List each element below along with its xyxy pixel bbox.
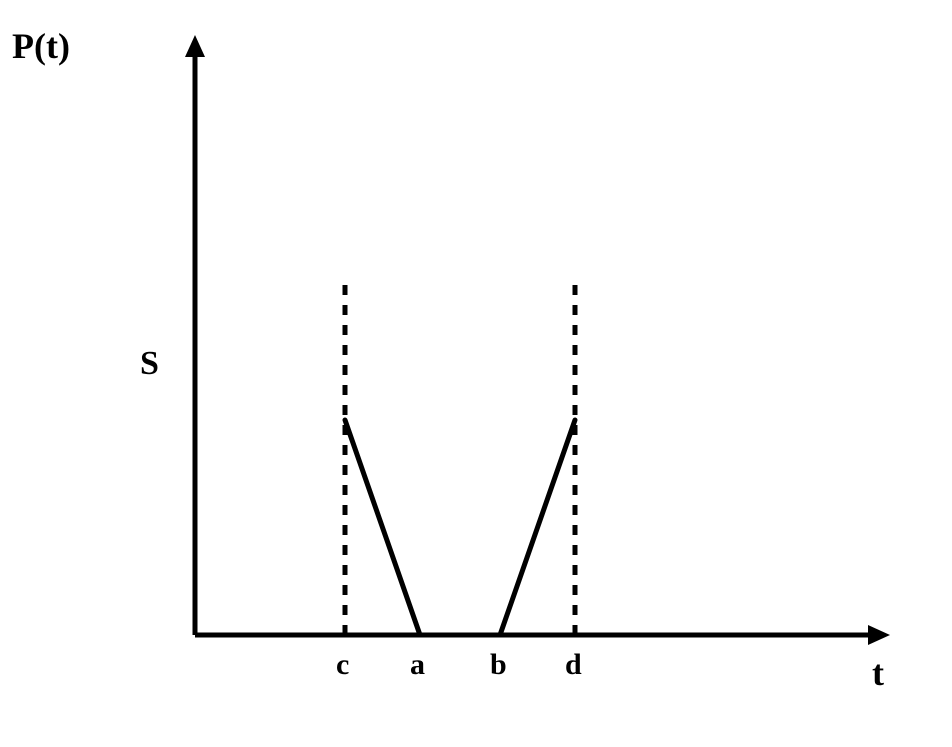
tick-label-b: b [490, 648, 507, 682]
tick-label-c: c [336, 648, 349, 682]
x-axis-label: t [872, 652, 884, 694]
tick-label-d: d [565, 648, 582, 682]
penalty-function-chart: P(t) t S c a b d [80, 30, 900, 700]
chart-svg [80, 30, 900, 700]
s-label: S [140, 345, 159, 383]
tick-label-a: a [410, 648, 425, 682]
y-axis-label: P(t) [12, 25, 70, 67]
